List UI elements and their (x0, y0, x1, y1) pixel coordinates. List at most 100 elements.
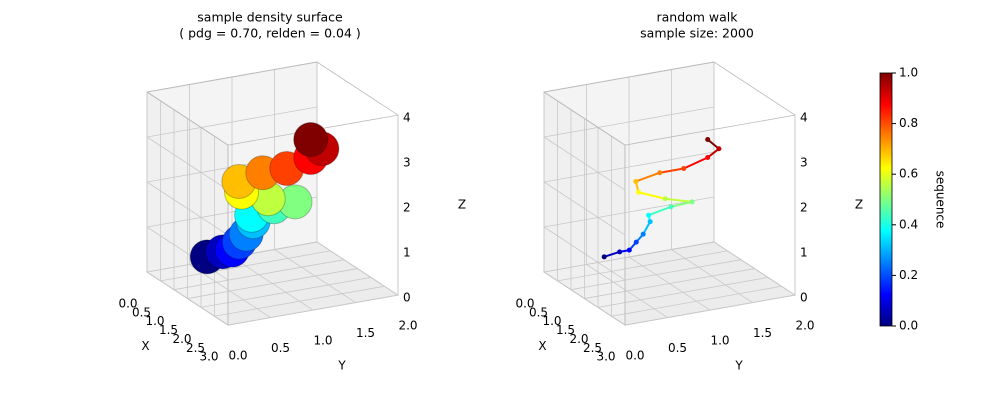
walk-point (640, 231, 646, 237)
x-tick-label: 2.0 (569, 332, 588, 346)
walk-point (668, 204, 674, 210)
z-axis-label: Z (855, 198, 863, 212)
y-tick-label: 2.0 (398, 319, 417, 333)
walk-point (617, 249, 623, 255)
grid-line (543, 241, 715, 273)
y-tick-label: 1.5 (753, 326, 772, 340)
z-tick-label: 3 (800, 156, 808, 170)
colorbar-tick-label: 0.2 (899, 268, 918, 282)
x-axis-label: X (141, 339, 149, 353)
surface-blob (293, 122, 329, 158)
box-edge (713, 61, 796, 116)
x-tick-label: 0.5 (132, 305, 151, 319)
x-tick-label: 2.5 (186, 341, 205, 355)
grid-line (146, 271, 229, 326)
z-tick-label: 4 (403, 111, 411, 125)
z-tick-label: 4 (800, 111, 808, 125)
walk-point (716, 146, 722, 152)
chart-subtitle: sample size: 2000 (640, 26, 754, 41)
grid-line (543, 271, 626, 326)
y-tick-label: 1.0 (313, 334, 332, 348)
x-tick-label: 1.5 (556, 323, 575, 337)
z-tick-label: 2 (403, 201, 411, 215)
box-edge (543, 61, 715, 93)
x-tick-label: 2.5 (583, 341, 602, 355)
grid-line (543, 136, 626, 191)
chart-title: random walk (656, 10, 738, 25)
walk-segment (635, 171, 661, 183)
colorbar-tick-label: 0.8 (899, 116, 918, 130)
x-tick-label: 0.0 (118, 297, 137, 311)
walk-point (633, 239, 639, 245)
box-edge (543, 91, 626, 146)
subplot: 0.00.51.01.52.02.53.0 0.00.51.01.52.00123… (118, 61, 466, 373)
walk-point (633, 178, 639, 184)
grid-line (713, 241, 796, 296)
x-tick-label: 1.0 (145, 314, 164, 328)
z-tick-label: 0 (403, 291, 411, 305)
walk-point (705, 137, 711, 143)
grid-line (231, 256, 314, 311)
walk-point (646, 212, 652, 218)
walk-point (662, 196, 668, 202)
walk-point (689, 199, 695, 205)
walk-segment (603, 250, 620, 258)
colorbar-label: sequence (934, 171, 948, 229)
colorbar (879, 72, 893, 327)
grid-line (146, 181, 229, 236)
walk-point (657, 170, 663, 176)
walk-point (626, 247, 632, 253)
grid-line (189, 264, 271, 318)
x-tick-label: 0.0 (515, 297, 534, 311)
x-tick-label: 2.0 (172, 332, 191, 346)
box-edge (146, 61, 318, 93)
z-tick-label: 1 (403, 246, 411, 260)
walk-segment (665, 197, 693, 203)
y-tick-label: 0.0 (228, 349, 247, 363)
walk-point (681, 166, 687, 171)
walk-point (601, 254, 607, 260)
walk-point (705, 155, 711, 161)
walk-segment (659, 167, 684, 174)
z-tick-label: 2 (800, 201, 808, 215)
grid-line (316, 241, 399, 296)
grid-line (586, 264, 668, 318)
y-axis-label: Y (337, 359, 346, 373)
colorbar-tick-label: 1.0 (899, 66, 918, 80)
walk-segment (683, 156, 709, 170)
box-edge (624, 114, 796, 146)
grid-line (146, 106, 318, 138)
y-tick-label: 1.5 (356, 326, 375, 340)
x-tick-label: 3.0 (199, 350, 218, 364)
box-edge (316, 61, 399, 116)
z-tick-label: 0 (800, 291, 808, 305)
y-tick-label: 0.0 (625, 349, 644, 363)
x-axis-label: X (538, 339, 546, 353)
grid-line (543, 226, 626, 281)
walk-point (636, 189, 642, 195)
walk-segment (638, 191, 666, 200)
grid-line (146, 136, 229, 191)
walk-segment (670, 200, 693, 208)
grid-line (671, 249, 753, 303)
grid-line (628, 256, 711, 311)
y-tick-label: 2.0 (795, 319, 814, 333)
subplot: 0.00.51.01.52.02.53.0 0.00.51.01.52.00123… (515, 61, 863, 373)
chart-title: sample density surface (197, 10, 343, 25)
x-tick-label: 1.5 (159, 323, 178, 337)
y-axis-label: Y (734, 359, 743, 373)
z-tick-label: 1 (800, 246, 808, 260)
y-tick-label: 0.5 (668, 341, 687, 355)
colorbar-tick-label: 0.0 (899, 319, 918, 333)
box-edge (146, 91, 229, 146)
walk-segment (648, 205, 672, 217)
z-axis-label: Z (458, 198, 466, 212)
y-tick-label: 0.5 (271, 341, 290, 355)
z-tick-label: 3 (403, 156, 411, 170)
grid-line (274, 249, 356, 303)
walk-point (647, 219, 653, 225)
x-tick-label: 0.5 (529, 305, 548, 319)
colorbar-tick-label: 0.4 (899, 217, 918, 231)
chart-subtitle: ( pdg = 0.70, relden = 0.04 ) (179, 26, 361, 41)
